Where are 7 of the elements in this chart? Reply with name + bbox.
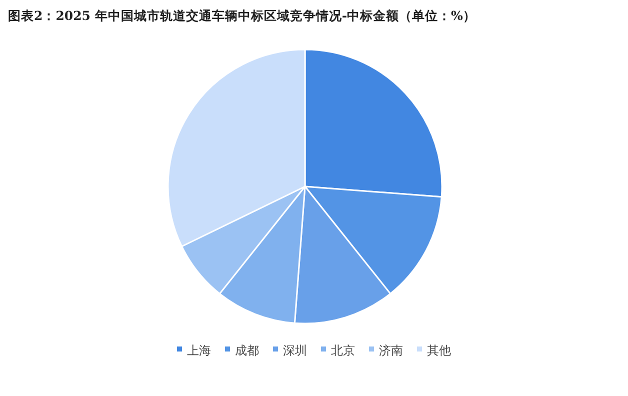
- legend-label: 北京: [331, 344, 355, 358]
- legend-label: 济南: [379, 344, 403, 358]
- legend-label: 其他: [427, 344, 451, 358]
- legend-label: 深圳: [283, 344, 307, 358]
- title: 图表2：2025 年中国城市轨道交通车辆中标区域竞争情况-中标金额（单位：%）: [8, 8, 476, 23]
- legend-label: 成都: [235, 344, 259, 358]
- legend-label: 上海: [187, 344, 211, 358]
